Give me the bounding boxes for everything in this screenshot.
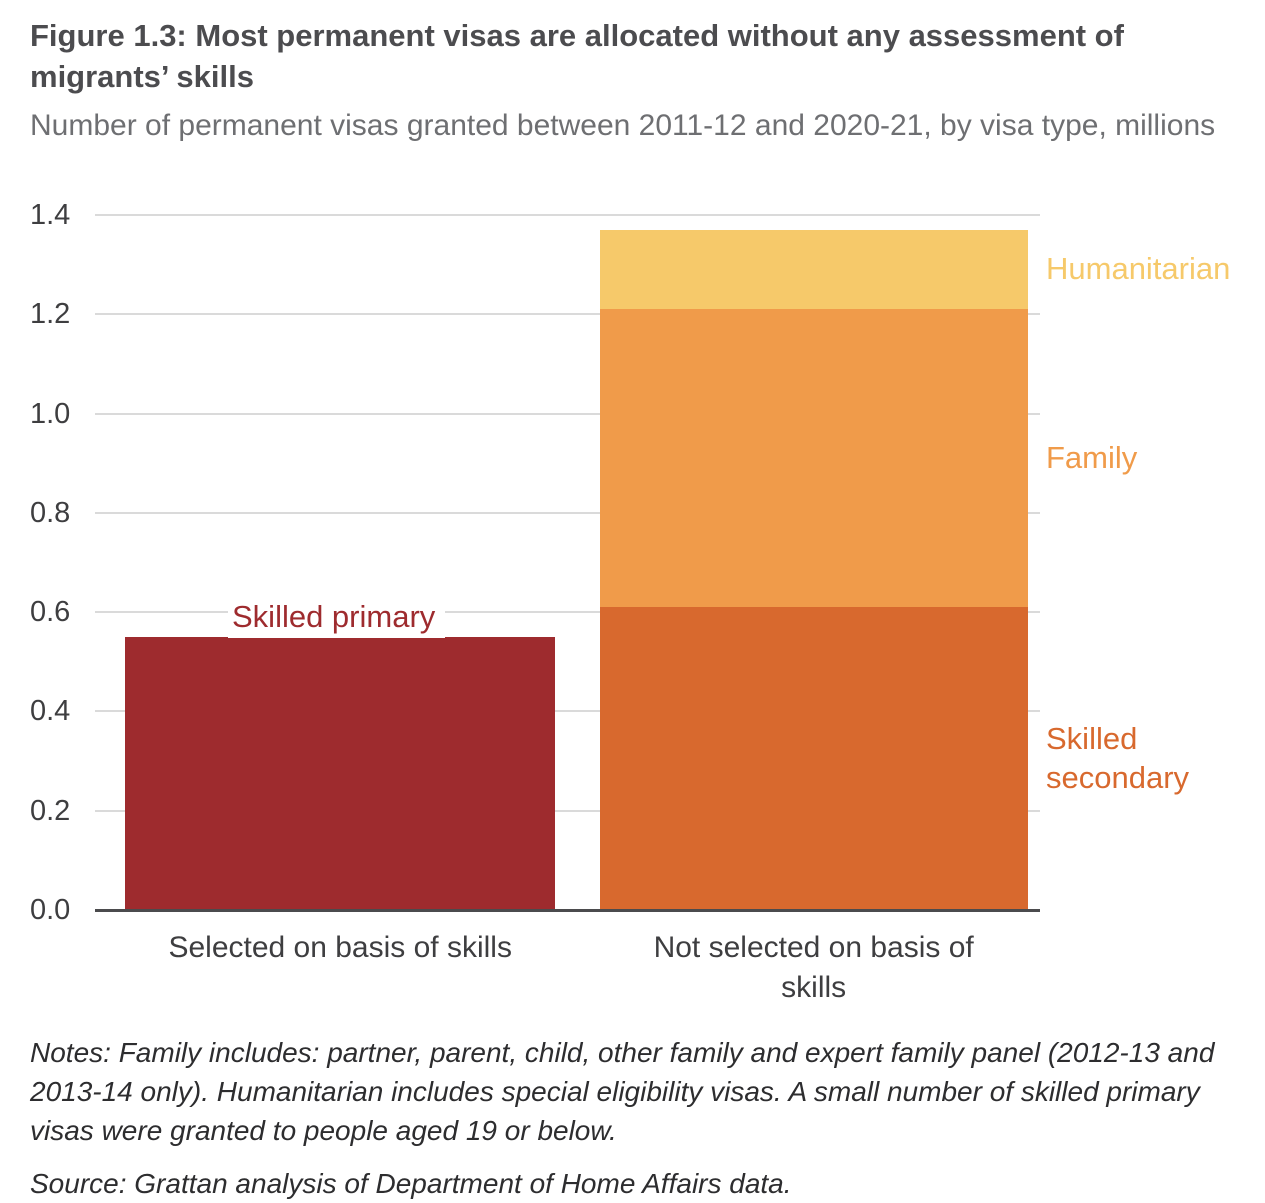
- figure-source: Source: Grattan analysis of Department o…: [30, 1168, 792, 1199]
- y-axis-tick-label: 0.6: [30, 596, 71, 629]
- bar-segment-skilled-secondary: [599, 607, 1028, 910]
- bar-segment-family: [599, 309, 1028, 608]
- x-axis-baseline: [95, 909, 1040, 912]
- y-axis-tick-label: 1.2: [30, 298, 71, 331]
- y-gridline: [95, 214, 1040, 216]
- y-gridline: [95, 611, 1040, 614]
- y-axis: 0.0 0.2 0.4 0.6 0.8 1.0 1.2 1.4: [30, 199, 92, 926]
- segment-label-humanitarian: Humanitarian: [1046, 251, 1231, 287]
- y-gridline: [95, 710, 1040, 713]
- figure-subtitle: Number of permanent visas granted betwee…: [30, 109, 1216, 142]
- y-axis-tick-label: 1.4: [30, 199, 71, 231]
- figure-notes: Notes: Family includes: partner, parent,…: [30, 1037, 1215, 1147]
- y-axis-tick-label: 0.4: [30, 695, 71, 728]
- segment-label-skilled-secondary: Skilled secondary: [1046, 720, 1190, 795]
- chart-plot-area: Selected on basis of skills Skilled secon…: [95, 214, 1230, 1004]
- x-axis-category-label: Not selected on basis of skills: [653, 931, 974, 1004]
- y-gridline: [95, 511, 1040, 514]
- y-gridline: [95, 412, 1040, 415]
- x-axis-category-label: Selected on basis of skills: [168, 931, 512, 964]
- y-axis-tick-label: 0.2: [30, 794, 71, 827]
- y-axis-tick-label: 0.0: [30, 894, 71, 926]
- y-axis-tick-label: 1.0: [30, 397, 71, 430]
- segment-label-family: Family: [1046, 439, 1138, 475]
- series-label-skilled-primary: Skilled primary: [228, 596, 446, 639]
- bar-segment-skilled-primary: [125, 636, 556, 910]
- y-gridline: [95, 313, 1040, 316]
- bar-segment-humanitarian: [599, 229, 1028, 310]
- y-axis-tick-label: 0.8: [30, 496, 71, 529]
- y-gridline: [95, 809, 1040, 812]
- figure-title: Figure 1.3: Most permanent visas are all…: [30, 18, 1124, 94]
